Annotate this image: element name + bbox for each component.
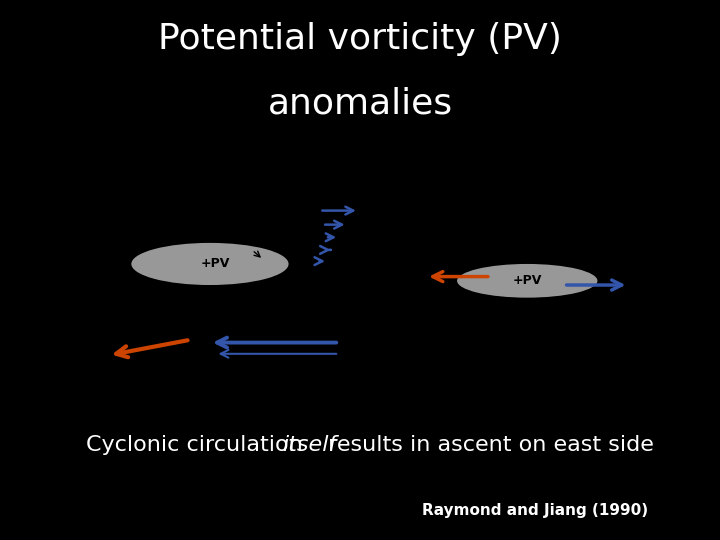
Text: z: z (101, 160, 108, 174)
Text: θ: θ (390, 346, 397, 359)
Ellipse shape (457, 264, 598, 298)
Text: anomalies: anomalies (267, 86, 453, 120)
Text: results in ascent on east side: results in ascent on east side (321, 435, 654, 455)
Text: Cyclonic circulation: Cyclonic circulation (86, 435, 310, 455)
Text: z: z (392, 160, 400, 174)
Text: itself: itself (282, 435, 336, 455)
Text: Raymond and Jiang (1990): Raymond and Jiang (1990) (422, 503, 648, 518)
Text: West: West (103, 422, 138, 435)
Text: +PV: +PV (201, 258, 230, 271)
Text: North: North (572, 422, 612, 435)
Text: +PV: +PV (513, 274, 542, 287)
Ellipse shape (131, 243, 289, 285)
Text: Potential vorticity (PV): Potential vorticity (PV) (158, 22, 562, 56)
Text: θ+Δθ: θ+Δθ (604, 188, 631, 198)
Text: East: East (300, 422, 330, 435)
Text: South: South (392, 422, 434, 435)
Text: θ: θ (101, 370, 108, 383)
